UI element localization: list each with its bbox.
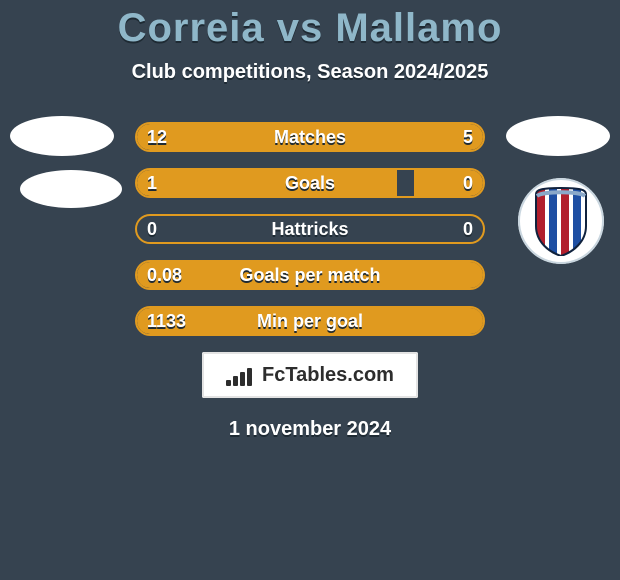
- stat-row: 12 Matches 5: [135, 122, 485, 152]
- stat-right-value: 0: [463, 214, 473, 244]
- stat-label: Matches: [135, 122, 485, 152]
- shield-stripes-icon: [531, 186, 591, 256]
- bar-icon-bar: [247, 368, 252, 386]
- club-right-badge: [518, 178, 604, 264]
- brand-box: FcTables.com: [202, 352, 418, 398]
- stat-row: 1 Goals 0: [135, 168, 485, 198]
- stat-right-value: 0: [463, 168, 473, 198]
- stat-row: 0 Hattricks 0: [135, 214, 485, 244]
- stat-label: Goals per match: [135, 260, 485, 290]
- stat-right-value: 5: [463, 122, 473, 152]
- stat-label: Goals: [135, 168, 485, 198]
- club-left-badge-placeholder: [20, 170, 122, 208]
- brand-inner: FcTables.com: [226, 364, 394, 387]
- stat-row: 0.08 Goals per match: [135, 260, 485, 290]
- page-title: Correia vs Mallamo: [0, 0, 620, 51]
- stat-label: Hattricks: [135, 214, 485, 244]
- comparison-card: Correia vs Mallamo Club competitions, Se…: [0, 0, 620, 580]
- date-text: 1 november 2024: [0, 418, 620, 441]
- bar-icon-bar: [233, 376, 238, 386]
- bar-icon-bar: [240, 372, 245, 386]
- stat-row: 1133 Min per goal: [135, 306, 485, 336]
- player-left-avatar-placeholder: [10, 116, 114, 156]
- page-subtitle: Club competitions, Season 2024/2025: [0, 61, 620, 84]
- bar-chart-icon: [226, 364, 254, 386]
- bar-icon-bar: [226, 380, 231, 386]
- stat-label: Min per goal: [135, 306, 485, 336]
- brand-text: FcTables.com: [262, 364, 394, 387]
- player-right-avatar-placeholder: [506, 116, 610, 156]
